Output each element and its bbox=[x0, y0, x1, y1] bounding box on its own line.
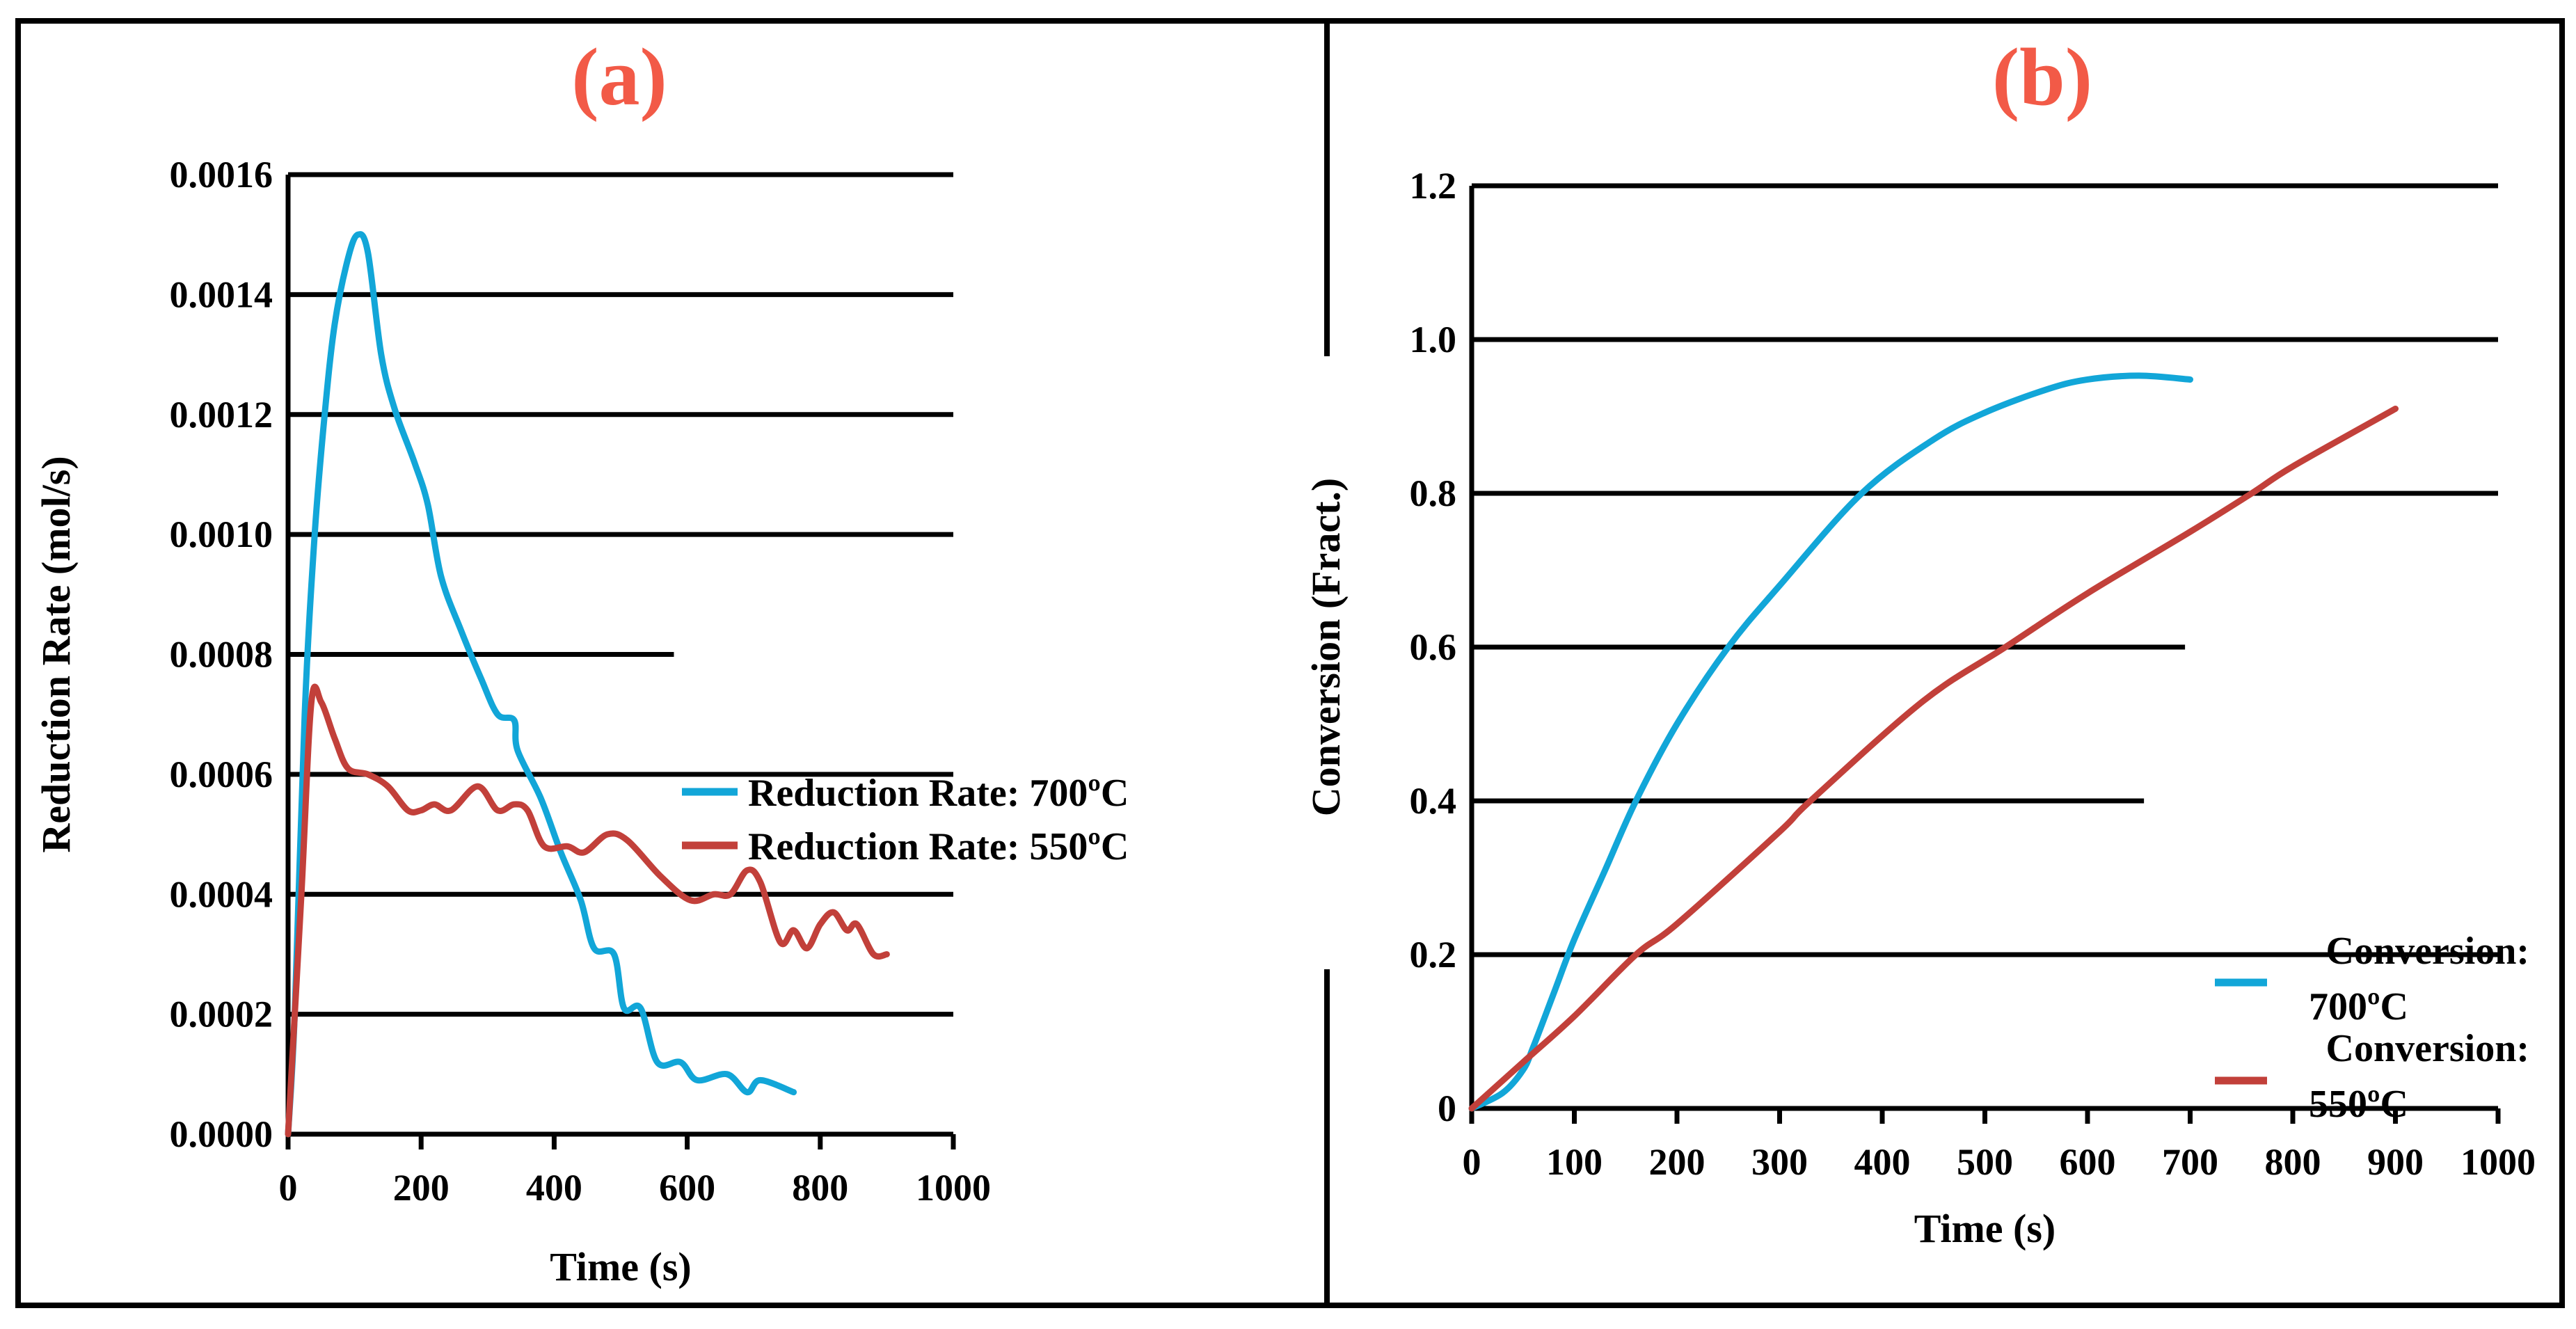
x-tick-label: 0 bbox=[1463, 1141, 1481, 1183]
series-line-1 bbox=[1468, 405, 2399, 1112]
x-tick-label: 1000 bbox=[2460, 1141, 2536, 1183]
x-axis-label: Time (s) bbox=[1914, 1206, 2056, 1251]
y-tick-label: 1.2 bbox=[1410, 165, 1457, 207]
y-tick-label: 0.0012 bbox=[170, 394, 273, 436]
y-tick-label: 0 bbox=[1438, 1088, 1456, 1129]
y-tick-label: 0.0004 bbox=[170, 873, 273, 915]
legend-label: 550ºC bbox=[2309, 1083, 2408, 1126]
chart-panel-b: (b) 0 0.2 0.4 0.6 0.8 1.0 1.2 0 100 200 300 400 500 60… bbox=[1303, 31, 2536, 1251]
x-tick-label: 400 bbox=[526, 1167, 582, 1209]
x-tick-label: 1000 bbox=[916, 1167, 991, 1209]
y-tick-label: 0.0010 bbox=[170, 514, 273, 555]
y-axis-label: Conversion (Fract.) bbox=[1303, 478, 1349, 816]
x-axis-label: Time (s) bbox=[550, 1244, 692, 1289]
y-tick-label: 0.8 bbox=[1410, 472, 1457, 514]
x-tick-label: 800 bbox=[792, 1167, 848, 1209]
outer-border bbox=[15, 18, 2565, 1308]
y-tick-label: 0.2 bbox=[1410, 934, 1457, 976]
legend-label: Reduction Rate: 550ºC bbox=[748, 825, 1129, 868]
series-line-1 bbox=[285, 683, 890, 1138]
x-tick-label: 900 bbox=[2367, 1141, 2424, 1183]
panel-title: (b) bbox=[1992, 31, 2092, 122]
y-tick-label: 0.0000 bbox=[170, 1113, 273, 1155]
y-tick-label: 0.0008 bbox=[170, 634, 273, 676]
y-tick-label: 0.4 bbox=[1410, 780, 1457, 822]
y-axis-label: Reduction Rate (mol/s) bbox=[33, 456, 79, 852]
y-tick-label: 0.0002 bbox=[170, 994, 273, 1035]
x-tick-label: 100 bbox=[1546, 1141, 1603, 1183]
x-tick-label: 0 bbox=[279, 1167, 298, 1209]
x-tick-label: 400 bbox=[1854, 1141, 1911, 1183]
y-tick-label: 0.6 bbox=[1410, 626, 1457, 668]
legend-label: Conversion: bbox=[2326, 1027, 2529, 1070]
legend-label: 700ºC bbox=[2309, 985, 2408, 1028]
y-tick-label: 1.0 bbox=[1410, 319, 1457, 360]
legend-label: Reduction Rate: 700ºC bbox=[748, 772, 1129, 815]
x-tick-label: 600 bbox=[2060, 1141, 2116, 1183]
x-tick-label: 200 bbox=[1649, 1141, 1706, 1183]
panel-title: (a) bbox=[571, 31, 667, 122]
x-tick-label: 600 bbox=[659, 1167, 715, 1209]
y-tick-label: 0.0016 bbox=[170, 154, 273, 196]
x-tick-label: 200 bbox=[393, 1167, 450, 1209]
x-tick-label: 300 bbox=[1751, 1141, 1808, 1183]
legend-label: Conversion: bbox=[2326, 930, 2529, 973]
y-tick-label: 0.0014 bbox=[170, 273, 273, 315]
series-line-0 bbox=[1468, 372, 2193, 1112]
y-tick-label: 0.0006 bbox=[170, 754, 273, 795]
series-line-0 bbox=[285, 231, 797, 1138]
x-tick-label: 800 bbox=[2265, 1141, 2321, 1183]
x-tick-label: 700 bbox=[2162, 1141, 2218, 1183]
x-tick-label: 500 bbox=[1957, 1141, 2013, 1183]
chart-panel-a: (a) 0.0000 0.0002 0.0004 0.0006 0.0008 0.0010 0… bbox=[33, 31, 1129, 1289]
